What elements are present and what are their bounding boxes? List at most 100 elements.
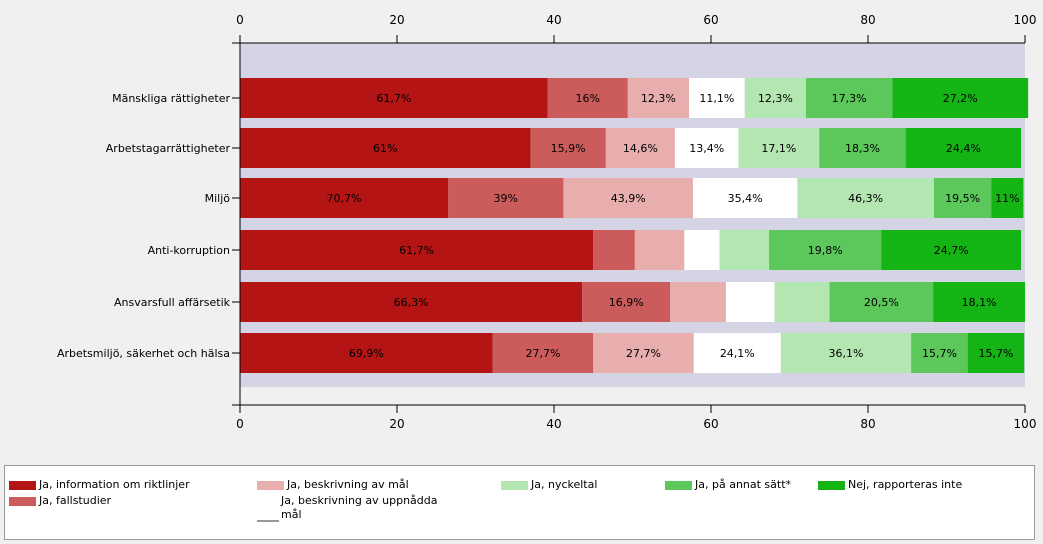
data-label: 16,9% — [609, 296, 644, 309]
bar-segment — [744, 78, 806, 118]
bar-segment — [738, 128, 820, 168]
data-label: 27,7% — [526, 347, 561, 360]
bar-segment — [674, 128, 739, 168]
bar-segment — [719, 230, 770, 270]
bar-segment — [911, 333, 968, 373]
bar-segment — [448, 178, 564, 218]
data-label: 20,5% — [864, 296, 899, 309]
data-label: 46,3% — [848, 192, 883, 205]
data-label: 69,9% — [349, 347, 384, 360]
bar-segment — [530, 128, 606, 168]
bar-segment — [805, 78, 893, 118]
bar-segment — [593, 230, 635, 270]
bar-segment — [819, 128, 906, 168]
bar-segment — [797, 178, 934, 218]
bar-segment — [627, 78, 690, 118]
category-label: Miljö — [205, 192, 231, 205]
data-label: 16% — [576, 92, 600, 105]
x-tick-label: 60 — [703, 417, 718, 431]
data-label: 27,2% — [943, 92, 978, 105]
x-tick-label: 40 — [546, 417, 561, 431]
category-label: Ansvarsfull affärsetik — [114, 296, 231, 309]
data-label: 12,3% — [641, 92, 676, 105]
data-label: 24,1% — [720, 347, 755, 360]
bar-segment — [240, 78, 548, 118]
legend-label: Nej, rapporteras inte — [848, 478, 963, 491]
data-label: 15,7% — [978, 347, 1013, 360]
bar-segment — [240, 128, 531, 168]
x-tick-label: 80 — [860, 417, 875, 431]
data-label: 36,1% — [829, 347, 864, 360]
legend-swatch — [9, 481, 36, 490]
x-tick-label: 0 — [236, 13, 244, 27]
data-label: 70,7% — [327, 192, 362, 205]
legend-label: Ja, nyckeltal — [531, 478, 598, 491]
data-label: 12,3% — [758, 92, 793, 105]
x-tick-label: 100 — [1014, 417, 1037, 431]
legend-label: Ja, beskrivning av uppnådda mål — [281, 494, 438, 521]
bar-segment — [593, 333, 694, 373]
bar-segment — [933, 178, 992, 218]
data-label: 27,7% — [626, 347, 661, 360]
bar-segment — [240, 333, 493, 373]
bar-segment — [670, 282, 726, 322]
data-label: 24,7% — [934, 244, 969, 257]
legend-swatch — [257, 481, 284, 490]
data-label: 19,8% — [808, 244, 843, 257]
bar-segment — [725, 282, 775, 322]
bar-segment — [967, 333, 1025, 373]
bar-segment — [240, 178, 449, 218]
data-label: 13,4% — [689, 142, 724, 155]
legend-item: Ja, beskrivning av mål — [257, 478, 409, 492]
bar-segment — [774, 282, 830, 322]
legend-label: Ja, fallstudier — [39, 494, 112, 507]
category-label: Arbetsmiljö, säkerhet och hälsa — [57, 347, 230, 360]
bar-segment — [634, 230, 685, 270]
x-tick-label: 20 — [389, 417, 404, 431]
legend-swatch — [501, 481, 528, 490]
bar-segment — [905, 128, 1022, 168]
axes-layer: Mänskliga rättigheter Arbetstagarrättighe… — [57, 13, 1036, 431]
bar-segment — [689, 78, 745, 118]
data-label: 18,3% — [845, 142, 880, 155]
bar-segment — [563, 178, 693, 218]
legend: Ja, information om riktlinjer Ja, fallstu… — [4, 465, 1035, 540]
bar-segment — [892, 78, 1029, 118]
legend-swatch — [9, 497, 36, 506]
category-label: Anti-korruption — [148, 244, 230, 257]
x-tick-label: 100 — [1014, 13, 1037, 27]
bar-segment — [240, 230, 594, 270]
legend-item: Nej, rapporteras inte — [818, 478, 962, 492]
legend-item: Ja, fallstudier — [9, 494, 111, 508]
bar-segment — [582, 282, 671, 322]
legend-item: Ja, nyckeltal — [501, 478, 597, 492]
data-label: 15,7% — [922, 347, 957, 360]
data-label: 19,5% — [945, 192, 980, 205]
data-label: 15,9% — [551, 142, 586, 155]
data-label: 61% — [373, 142, 397, 155]
x-tick-label: 80 — [860, 13, 875, 27]
legend-item: Ja, information om riktlinjer — [9, 478, 190, 492]
x-tick-label: 20 — [389, 13, 404, 27]
bar-segment — [881, 230, 1022, 270]
data-label: 17,3% — [832, 92, 867, 105]
bar-segment — [780, 333, 912, 373]
data-label: 61,7% — [376, 92, 411, 105]
data-label: 24,4% — [946, 142, 981, 155]
bar-segment — [991, 178, 1024, 218]
bar-segment — [684, 230, 720, 270]
bar-segment — [492, 333, 594, 373]
bars-layer: 61,7% 16% 12,3% 11,1% 12,3% 17,3% 27,2% 61% 15,9… — [240, 78, 1029, 373]
bar-segment — [240, 282, 583, 322]
data-label: 35,4% — [728, 192, 763, 205]
x-tick-label: 40 — [546, 13, 561, 27]
bar-segment — [605, 128, 675, 168]
data-label: 14,6% — [623, 142, 658, 155]
bar-segment — [693, 333, 781, 373]
bar-segment — [692, 178, 798, 218]
data-label: 39% — [493, 192, 517, 205]
data-label: 43,9% — [611, 192, 646, 205]
data-label: 18,1% — [962, 296, 997, 309]
legend-label: Ja, beskrivning av mål — [287, 478, 409, 491]
